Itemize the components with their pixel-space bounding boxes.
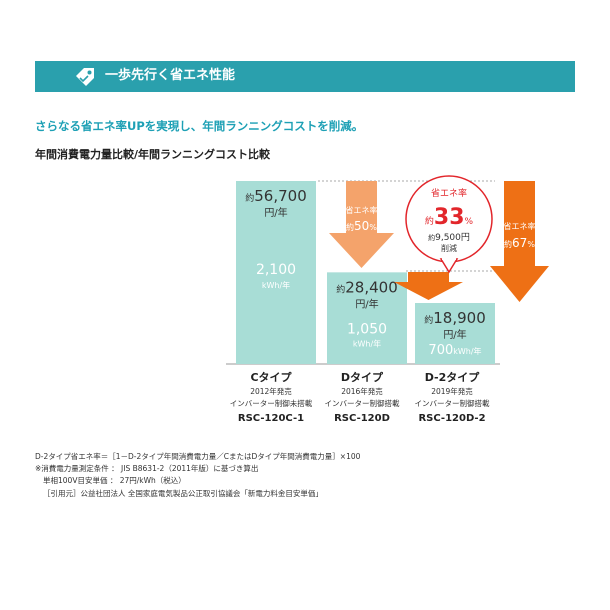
chart-heading: 年間消費電力量比較/年間ランニングコスト比較: [35, 148, 271, 161]
arrow-67-pct: %: [527, 240, 535, 249]
bar-d-cost: 約28,400: [336, 278, 398, 296]
bar-d2-kwh: 700kWh/年: [428, 343, 481, 358]
category-d2-year: 2019年発売: [431, 387, 473, 396]
category-d-type: Dタイプ: [340, 371, 384, 384]
category-d-year: 2016年発売: [341, 387, 383, 396]
bubble-line2: 9,500円: [435, 232, 470, 243]
section-header: 一歩先行く省エネ性能: [35, 61, 575, 92]
note-measurement: ※消費電力量測定条件 ： JIS B8631-2（2011年版）に基づき算出: [35, 464, 259, 473]
arrow-67-prefix: 約: [504, 239, 512, 249]
category-d2-type: D-2タイプ: [424, 371, 480, 384]
savings-arrow-67: 省エネ率 約67%: [490, 181, 549, 302]
category-c-type: Cタイプ: [250, 371, 292, 384]
category-d-model: RSC-120D: [334, 413, 390, 424]
category-d2-model: RSC-120D-2: [418, 413, 486, 424]
savings-arrow-33: [394, 272, 463, 300]
bubble-value: 33: [434, 205, 465, 230]
bubble-label: 省エネ率: [431, 187, 467, 199]
bar-c-kwh-unit: kWh/年: [262, 280, 290, 290]
bar-c-unit: 円/年: [264, 206, 287, 219]
savings-bubble: 省エネ率 約33% 約9,500円 削減: [405, 175, 493, 274]
arrow-50-value: 50: [354, 219, 369, 233]
svg-text:約67%: 約67%: [504, 236, 535, 250]
svg-text:約33%: 約33%: [425, 205, 474, 230]
lead-text: さらなる省エネ率UPを実現し、年間ランニングコストを削減。: [35, 119, 364, 133]
category-c-year: 2012年発売: [250, 387, 292, 396]
bar-d2: [415, 303, 495, 364]
arrow-50-pct: %: [369, 223, 377, 232]
bar-c-kwh: 2,100: [256, 262, 296, 278]
note-formula: D-2タイプ省エネ率＝［1－D-2タイプ年間消費電力量／CまたはDタイプ年間消費…: [35, 452, 361, 461]
bar-c-cost: 約56,700: [245, 187, 307, 205]
arrow-50-label: 省エネ率: [346, 205, 378, 215]
tag-icon: [76, 68, 94, 86]
bar-d-unit: 円/年: [355, 297, 378, 310]
bubble-line3: 削減: [441, 243, 457, 253]
category-d2-desc: インバーター制御搭載: [414, 399, 490, 408]
arrow-67-value: 67: [512, 236, 527, 250]
category-c-desc: インバーター制御未搭載: [229, 399, 313, 408]
savings-arrow-50: 省エネ率 約50%: [329, 181, 394, 268]
bar-d2-cost: 約18,900: [424, 309, 486, 327]
category-c-model: RSC-120C-1: [237, 413, 305, 424]
bar-d-kwh: 1,050: [347, 321, 387, 337]
bar-d2-unit: 円/年: [443, 328, 466, 341]
bubble-line2-prefix: 約: [428, 233, 435, 242]
svg-text:約50%: 約50%: [346, 219, 377, 233]
arrow-50-prefix: 約: [346, 222, 354, 232]
bubble-pct: %: [465, 217, 474, 227]
note-unit-price: 単相100V目安単価 ： 27円/kWh（税込）: [43, 476, 186, 485]
bar-d-kwh-unit: kWh/年: [353, 338, 381, 348]
bubble-prefix: 約: [425, 215, 434, 227]
note-citation: ［引用元］公益社団法人 全国家庭電気製品公正取引協議会「新電力料金目安単価」: [43, 489, 323, 498]
bar-c: [236, 181, 316, 364]
arrow-67-label: 省エネ率: [504, 221, 536, 231]
svg-text:約9,500円: 約9,500円: [428, 232, 470, 243]
bar-d: [327, 272, 407, 364]
category-d-desc: インバーター制御搭載: [324, 399, 400, 408]
section-title: 一歩先行く省エネ性能: [105, 68, 236, 83]
